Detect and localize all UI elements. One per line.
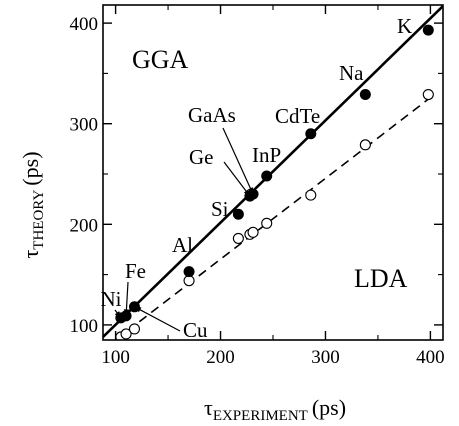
lda-point — [305, 189, 317, 201]
ni-arrow-head — [114, 311, 121, 318]
point-label: Na — [339, 61, 364, 85]
fe-arrow-head — [123, 309, 130, 316]
gga-point — [232, 208, 244, 220]
lda-point — [128, 323, 141, 335]
gga-point — [183, 266, 195, 278]
y-axis-title: τTHEORY(ps) — [18, 151, 47, 258]
gga-point — [359, 89, 371, 101]
lda-point — [422, 88, 434, 101]
x-tick-label: 100 — [101, 347, 130, 368]
point-label: CdTe — [275, 104, 320, 128]
lda-point — [232, 232, 244, 244]
cu-arrow — [134, 306, 181, 332]
gga-region-label: GGA — [132, 45, 189, 74]
lda-point — [183, 275, 195, 287]
gga-fit-line — [103, 5, 443, 338]
lda-point — [359, 139, 371, 151]
point-label: Si — [211, 197, 229, 221]
point-label: Fe — [125, 259, 146, 283]
lda-point — [261, 217, 273, 229]
lda-fit-line — [115, 92, 437, 340]
gga-point — [305, 128, 317, 140]
plot-area — [103, 5, 443, 340]
gga-point — [261, 170, 273, 182]
point-label: Ge — [189, 145, 214, 169]
point-label: InP — [252, 143, 281, 167]
cu-arrow-head — [134, 306, 142, 313]
x-axis-title: τEXPERIMENT (ps) — [204, 395, 346, 424]
ge-arrow-head — [243, 189, 250, 197]
gaas-arrow-head — [247, 187, 254, 195]
y-tick-label: 400 — [70, 14, 99, 35]
lda-region-label: LDA — [354, 264, 408, 293]
point-label: K — [397, 14, 412, 38]
gga-point — [422, 24, 434, 36]
ge-arrow — [223, 161, 251, 197]
point-label: Al — [172, 233, 193, 257]
point-label: Cu — [183, 318, 208, 342]
point-label: GaAs — [188, 103, 236, 127]
gaas-arrow — [222, 127, 254, 195]
x-tick-label: 200 — [206, 347, 235, 368]
y-tick-label: 100 — [70, 316, 99, 337]
lda-point — [247, 226, 259, 238]
x-tick-label: 400 — [416, 347, 445, 368]
point-label: Ni — [101, 287, 122, 311]
y-tick-label: 300 — [70, 115, 99, 136]
x-tick-label: 300 — [311, 347, 340, 368]
y-tick-label: 200 — [70, 215, 99, 236]
lda-point — [120, 328, 132, 340]
